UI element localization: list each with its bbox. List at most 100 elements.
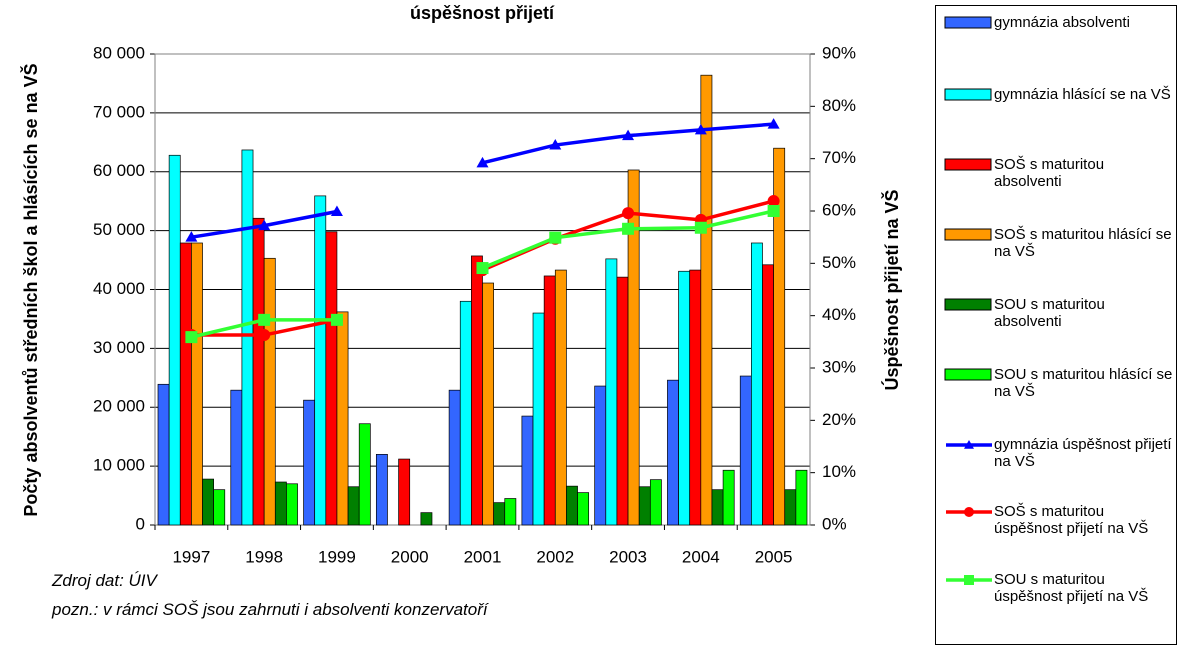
legend-label: SOU s maturitou absolventi bbox=[994, 296, 1105, 330]
y2-tick-label: 10% bbox=[822, 462, 856, 481]
legend-label: SOŠ s maturitou úspěšnost přijetí na VŠ bbox=[994, 503, 1149, 537]
bar bbox=[784, 489, 797, 526]
legend-swatch-box bbox=[944, 158, 992, 171]
marker bbox=[185, 231, 198, 242]
bar bbox=[336, 311, 349, 526]
marker bbox=[549, 231, 562, 244]
bar bbox=[762, 264, 774, 526]
marker bbox=[767, 195, 780, 208]
y2-axis-title: Úspěšnost přijetí na VŠ bbox=[881, 189, 902, 390]
marker bbox=[622, 222, 635, 235]
marker bbox=[964, 575, 974, 585]
bar bbox=[459, 300, 472, 526]
note: pozn.: v rámci SOŠ jsou zahrnuti i absol… bbox=[52, 600, 488, 619]
x-tick-label: 2000 bbox=[391, 547, 429, 566]
marker bbox=[185, 331, 198, 344]
x-tick-label: 2002 bbox=[536, 547, 574, 566]
bar bbox=[179, 242, 192, 526]
legend-item: SOŠ s maturitou úspěšnost přijetí na VŠ bbox=[944, 503, 1174, 537]
y2-tick-label: 60% bbox=[822, 200, 856, 219]
bar bbox=[286, 483, 298, 526]
note: Zdroj dat: ÚIV bbox=[52, 571, 157, 590]
marker bbox=[622, 129, 635, 141]
bar bbox=[230, 389, 243, 526]
marker bbox=[476, 262, 489, 275]
legend-swatch bbox=[946, 575, 992, 585]
y-tick-label: 60 000 bbox=[93, 161, 145, 180]
legend-item: SOU s maturitou hlásící se na VŠ bbox=[944, 366, 1174, 400]
legend-swatch-box bbox=[944, 368, 992, 381]
y-tick-label: 80 000 bbox=[93, 43, 145, 62]
bar bbox=[711, 489, 724, 526]
legend-label: gymnázia hlásící se na VŠ bbox=[994, 86, 1171, 103]
bar bbox=[521, 415, 534, 526]
x-tick-label: 1999 bbox=[318, 547, 356, 566]
y-tick-label: 10 000 bbox=[93, 456, 145, 475]
bar bbox=[314, 195, 327, 526]
x-tick-label: 2005 bbox=[755, 547, 793, 566]
bar bbox=[722, 469, 735, 526]
legend-swatch-box bbox=[944, 228, 992, 241]
legend-item: SOŠ s maturitou absolventi bbox=[944, 156, 1174, 190]
bar bbox=[471, 255, 483, 526]
bar bbox=[482, 282, 494, 526]
bar bbox=[263, 257, 276, 526]
legend-label: SOU s maturitou hlásící se na VŠ bbox=[994, 366, 1173, 400]
bar bbox=[594, 385, 607, 526]
bar bbox=[649, 479, 662, 526]
bar bbox=[325, 231, 338, 526]
y2-tick-label: 0% bbox=[822, 514, 847, 533]
bar bbox=[241, 149, 254, 526]
chart: úspěšnost přijetí Počty absolventů střed… bbox=[20, 3, 902, 567]
legend-swatch bbox=[944, 88, 992, 101]
legend-label: SOU s maturitou úspěšnost přijetí na VŠ bbox=[994, 571, 1149, 605]
legend-swatch bbox=[944, 16, 992, 29]
legend-swatch bbox=[946, 440, 992, 449]
marker bbox=[622, 207, 635, 220]
legend-label: gymnázia úspěšnost přijetí na VŠ bbox=[994, 436, 1172, 470]
y2-tick-label: 20% bbox=[822, 410, 856, 429]
y2-tick-label: 90% bbox=[822, 43, 856, 62]
y2-tick-label: 50% bbox=[822, 253, 856, 272]
bar bbox=[543, 275, 556, 526]
bar bbox=[605, 258, 618, 526]
bar bbox=[252, 217, 265, 526]
chart-title: úspěšnost přijetí bbox=[410, 3, 555, 23]
bar bbox=[191, 242, 203, 526]
marker bbox=[330, 205, 343, 217]
bar bbox=[375, 454, 388, 526]
bar bbox=[667, 379, 679, 526]
y-tick-label: 40 000 bbox=[93, 279, 145, 298]
legend-swatch bbox=[944, 228, 992, 241]
y-tick-label: 30 000 bbox=[93, 338, 145, 357]
marker bbox=[964, 507, 974, 517]
marker bbox=[694, 123, 707, 135]
y-axis-title: Počty absolventů středních škol a hlásíc… bbox=[20, 63, 41, 516]
bar bbox=[566, 485, 578, 526]
legend-swatch-box bbox=[944, 16, 992, 29]
y-tick-label: 0 bbox=[136, 514, 145, 533]
legend-swatch-box bbox=[944, 298, 992, 311]
legend-item: gymnázia absolventi bbox=[944, 14, 1174, 31]
bar bbox=[700, 74, 713, 526]
bar bbox=[213, 489, 226, 526]
bar bbox=[678, 270, 691, 526]
legend-swatch-box bbox=[944, 88, 992, 101]
bar bbox=[168, 154, 181, 526]
marker bbox=[258, 219, 271, 231]
legend-label: gymnázia absolventi bbox=[994, 14, 1130, 31]
legend-item: SOU s maturitou absolventi bbox=[944, 296, 1174, 330]
legend-swatch bbox=[944, 158, 992, 171]
legend: gymnázia absolventi gymnázia hlásící se n… bbox=[935, 5, 1177, 645]
legend-item: SOŠ s maturitou hlásící se na VŠ bbox=[944, 226, 1174, 260]
marker bbox=[549, 139, 562, 150]
bar bbox=[773, 147, 786, 526]
bar bbox=[358, 423, 371, 526]
x-tick-label: 1998 bbox=[245, 547, 283, 566]
legend-swatch bbox=[946, 507, 992, 517]
bar bbox=[616, 276, 629, 526]
marker bbox=[964, 440, 974, 449]
legend-swatch bbox=[944, 368, 992, 381]
legend-swatch bbox=[944, 298, 992, 311]
